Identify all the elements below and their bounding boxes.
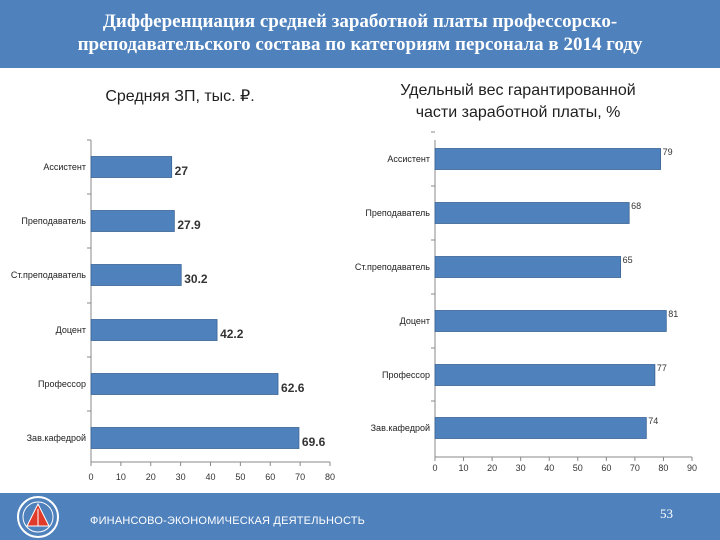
right-data-label: 77 [657, 363, 667, 373]
right-x-tick-label: 50 [573, 463, 583, 473]
right-x-tick-label: 60 [601, 463, 611, 473]
page-number: 53 [660, 506, 673, 521]
left-bar [90, 156, 173, 178]
left-category-label: Профессор [38, 379, 86, 389]
left-bar [90, 264, 182, 286]
slide-title-line-1: Дифференциация средней заработной платы … [102, 11, 618, 32]
left-x-tick-label: 60 [265, 472, 275, 482]
left-data-label: 69.6 [302, 435, 326, 449]
left-x-tick-label: 80 [325, 472, 335, 482]
right-x-tick-label: 20 [487, 463, 497, 473]
right-bar [434, 364, 656, 386]
left-x-tick-label: 20 [146, 472, 156, 482]
left-x-tick-label: 10 [116, 472, 126, 482]
left-x-tick-label: 50 [235, 472, 245, 482]
footer-section-label: ФИНАНСОВО-ЭКОНОМИЧЕСКАЯ ДЕЯТЕЛЬНОСТЬ [90, 515, 366, 527]
right-bar [434, 310, 667, 332]
left-data-label: 30.2 [184, 272, 208, 286]
left-data-label: 62.6 [281, 381, 305, 395]
left-category-label: Доцент [56, 325, 86, 335]
right-data-label: 81 [668, 309, 678, 319]
right-data-label: 68 [631, 201, 641, 211]
left-x-tick-label: 40 [205, 472, 215, 482]
left-data-label: 42.2 [220, 327, 244, 341]
right-x-tick-label: 0 [432, 463, 437, 473]
slide-footer: ФИНАНСОВО-ЭКОНОМИЧЕСКАЯ ДЕЯТЕЛЬНОСТЬ 53 [0, 493, 720, 540]
right-x-tick-label: 80 [658, 463, 668, 473]
left-data-label: 27 [175, 164, 189, 178]
right-x-tick-label: 30 [516, 463, 526, 473]
right-x-tick-label: 40 [544, 463, 554, 473]
left-category-label: Зав.кафедрой [27, 433, 86, 443]
charts-canvas: 0 10 20 30 40 50 60 70 80 Ассистент 27 Преподавател… [11, 131, 697, 482]
left-category-label: Ст.преподаватель [11, 270, 86, 280]
left-bar [90, 210, 175, 232]
left-category-label: Ассистент [43, 162, 86, 172]
right-x-tick-label: 10 [459, 463, 469, 473]
right-bar [434, 148, 661, 170]
left-x-tick-label: 30 [176, 472, 186, 482]
left-data-label: 27.9 [177, 218, 201, 232]
right-data-label: 79 [663, 147, 673, 157]
right-category-label: Ст.преподаватель [355, 262, 430, 272]
right-category-label: Ассистент [387, 154, 430, 164]
right-x-tick-label: 70 [630, 463, 640, 473]
right-category-label: Доцент [400, 316, 430, 326]
left-bar [90, 319, 218, 341]
right-category-label: Профессор [382, 370, 430, 380]
left-category-label: Преподаватель [21, 216, 86, 226]
left-chart-title: Средняя ЗП, тыс. ₽. [105, 88, 255, 105]
right-chart-title: Удельный вес гарантированной части зараб… [400, 82, 636, 121]
right-category-label: Зав.кафедрой [371, 423, 430, 433]
university-logo-icon [17, 496, 59, 538]
right-bar [434, 256, 622, 278]
left-bar [90, 373, 279, 395]
left-x-tick-label: 70 [295, 472, 305, 482]
right-data-label: 74 [648, 416, 658, 426]
right-category-label: Преподаватель [365, 208, 430, 218]
right-bar [434, 417, 647, 439]
right-data-label: 65 [623, 255, 633, 265]
right-x-tick-label: 90 [687, 463, 697, 473]
left-bar [90, 427, 300, 449]
slide-header: Дифференциация средней заработной платы … [0, 0, 720, 68]
right-bar [434, 202, 630, 224]
slide-title-line-2: преподавательского состава по категориям… [77, 34, 643, 55]
left-x-tick-label: 0 [88, 472, 93, 482]
